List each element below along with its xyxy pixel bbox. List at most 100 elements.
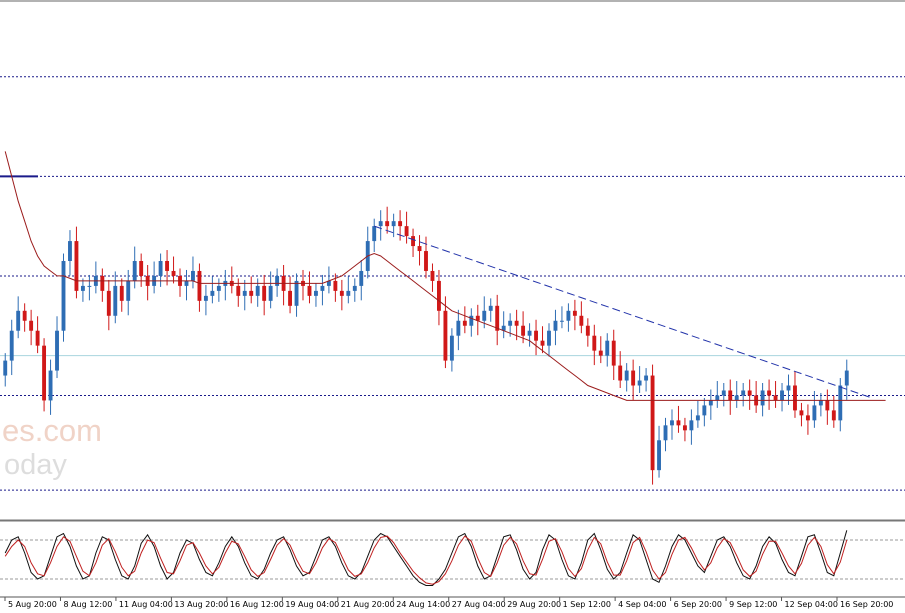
candle bbox=[579, 301, 584, 334]
candle bbox=[805, 404, 810, 435]
candle bbox=[547, 323, 551, 357]
candle bbox=[48, 359, 53, 415]
candle bbox=[676, 405, 681, 433]
x-tick-label: 6 Sep 20:00 bbox=[674, 600, 722, 609]
candle bbox=[3, 353, 8, 387]
x-tick-label: 8 Aug 12:00 bbox=[63, 600, 112, 609]
candle bbox=[831, 395, 836, 428]
candle bbox=[715, 381, 720, 408]
candle bbox=[475, 304, 480, 336]
stochastic-oscillator bbox=[0, 530, 905, 586]
candle bbox=[132, 246, 137, 289]
candle bbox=[572, 299, 577, 331]
candle bbox=[352, 278, 357, 302]
candle bbox=[631, 359, 636, 400]
candle bbox=[534, 319, 538, 356]
x-tick-label: 29 Aug 20:00 bbox=[507, 600, 561, 609]
candle bbox=[346, 276, 351, 304]
candle bbox=[391, 213, 396, 238]
candle bbox=[702, 397, 707, 427]
candle bbox=[22, 303, 27, 332]
candle bbox=[488, 298, 493, 322]
candle bbox=[197, 263, 202, 312]
candle bbox=[728, 379, 733, 415]
candle bbox=[637, 366, 642, 393]
candle bbox=[818, 392, 823, 417]
candle bbox=[611, 329, 616, 381]
x-tick-label: 19 Aug 04:00 bbox=[285, 600, 339, 609]
candle bbox=[80, 278, 85, 302]
candle bbox=[404, 211, 409, 244]
candle bbox=[812, 390, 817, 428]
candle bbox=[559, 306, 564, 329]
candle bbox=[786, 374, 791, 405]
candle bbox=[29, 309, 34, 346]
x-tick-label: 11 Aug 04:00 bbox=[119, 600, 173, 609]
candle bbox=[618, 351, 623, 388]
candle bbox=[747, 379, 752, 410]
candle bbox=[469, 308, 474, 337]
candle bbox=[61, 253, 66, 342]
candle bbox=[585, 318, 590, 347]
candle bbox=[682, 417, 687, 442]
candle bbox=[359, 260, 364, 301]
candle bbox=[670, 409, 674, 440]
candle bbox=[68, 230, 72, 276]
watermark-line1: es.com bbox=[2, 413, 102, 448]
moving-average bbox=[4, 151, 886, 401]
candle bbox=[650, 364, 655, 485]
candle bbox=[708, 389, 713, 420]
x-tick-label: 12 Sep 04:00 bbox=[785, 600, 838, 609]
candle bbox=[553, 309, 558, 346]
x-tick-label: 4 Sep 04:00 bbox=[618, 600, 666, 609]
x-tick-label: 9 Sep 12:00 bbox=[729, 600, 777, 609]
candle bbox=[449, 328, 454, 372]
candle bbox=[119, 278, 124, 312]
x-axis: 5 Aug 20:00 8 Aug 12:00 11 Aug 04:00 13 Aug… bbox=[4, 597, 893, 609]
candle bbox=[644, 368, 649, 392]
candle bbox=[35, 316, 40, 354]
candle bbox=[663, 417, 668, 452]
candle bbox=[592, 324, 597, 366]
candle bbox=[773, 381, 778, 408]
candle bbox=[760, 383, 765, 417]
candle bbox=[695, 400, 700, 428]
candle bbox=[242, 279, 247, 311]
candle bbox=[171, 256, 176, 284]
candle bbox=[598, 336, 603, 364]
candle bbox=[126, 269, 131, 316]
candle bbox=[780, 383, 784, 412]
candle bbox=[268, 271, 273, 309]
candlestick-series bbox=[3, 206, 849, 485]
candle bbox=[495, 294, 500, 346]
candle bbox=[314, 283, 318, 307]
candle bbox=[326, 266, 331, 294]
watermark-line2: oday bbox=[4, 449, 67, 481]
candle bbox=[288, 276, 293, 314]
candle bbox=[462, 306, 467, 334]
candle bbox=[74, 226, 79, 299]
candle bbox=[430, 263, 435, 292]
candle bbox=[443, 296, 448, 369]
candle bbox=[294, 273, 299, 317]
candle bbox=[339, 279, 344, 311]
candle bbox=[437, 269, 441, 326]
candle bbox=[249, 276, 254, 304]
candle bbox=[320, 274, 325, 306]
candle bbox=[501, 311, 506, 339]
candle bbox=[55, 316, 59, 379]
candle bbox=[734, 381, 739, 408]
candle bbox=[721, 383, 726, 407]
candle bbox=[106, 279, 111, 331]
candle bbox=[844, 359, 849, 400]
candle bbox=[16, 296, 21, 339]
x-tick-label: 16 Sep 20:00 bbox=[840, 600, 893, 609]
candle bbox=[87, 274, 92, 301]
candle bbox=[540, 326, 545, 354]
candle bbox=[514, 309, 519, 341]
x-tick-label: 5 Aug 20:00 bbox=[8, 600, 57, 609]
candle bbox=[411, 228, 415, 258]
x-tick-label: 16 Aug 12:00 bbox=[230, 600, 284, 609]
trendline bbox=[374, 225, 874, 399]
